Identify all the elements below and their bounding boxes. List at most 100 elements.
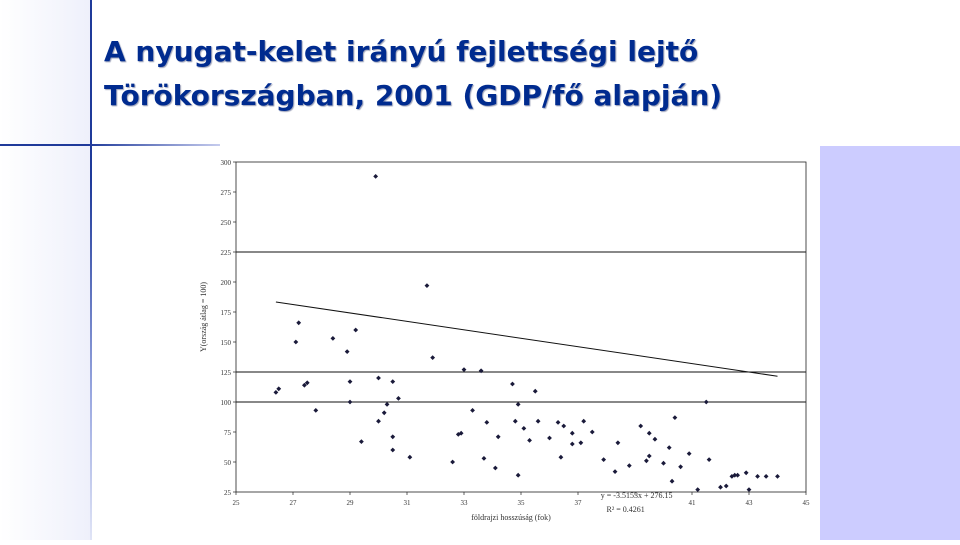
x-tick-label: 27 [290, 499, 298, 507]
data-point [703, 399, 709, 405]
data-point [481, 456, 487, 461]
data-point [293, 339, 299, 345]
data-point [601, 457, 607, 462]
data-point [347, 379, 353, 384]
plot-frame [235, 161, 807, 493]
data-point [732, 472, 738, 478]
data-point [344, 349, 350, 354]
data-point [390, 434, 396, 440]
x-tick-label: 35 [518, 499, 526, 507]
data-point [612, 469, 618, 474]
x-tick-label: 41 [689, 499, 697, 507]
data-point [644, 458, 649, 464]
data-point [373, 174, 379, 179]
data-point [273, 390, 279, 395]
y-tick-label: 75 [224, 429, 232, 437]
y-ticks: 25 50 75 100 125 150 175 200 225 250 275 300 [221, 159, 236, 497]
trendline [275, 301, 778, 377]
x-ticks: 25 27 29 31 33 35 37 41 43 45 [233, 492, 811, 507]
data-point [589, 429, 595, 435]
data-point [652, 436, 658, 442]
data-point [706, 457, 712, 462]
data-point [763, 474, 769, 479]
data-point [555, 420, 561, 425]
data-point [661, 460, 666, 466]
data-point [578, 440, 584, 446]
x-axis-label: földrajzi hosszúság (fok) [471, 513, 551, 522]
data-point [384, 402, 390, 407]
x-tick-label: 29 [347, 499, 355, 507]
data-point [302, 382, 307, 388]
data-point [424, 283, 430, 288]
y-tick-label: 150 [221, 339, 232, 347]
data-point [723, 483, 729, 489]
data-point [458, 430, 464, 436]
data-point [569, 430, 575, 436]
x-tick-label: 43 [746, 499, 754, 507]
data-point [669, 478, 675, 484]
x-tick-label: 37 [575, 499, 583, 507]
data-point [330, 336, 336, 341]
data-point [376, 418, 381, 424]
data-point [638, 423, 644, 429]
data-point [478, 368, 484, 374]
data-point [390, 379, 396, 384]
grid-lines [236, 251, 806, 403]
scatter-chart: 25 50 75 100 125 150 175 200 225 250 275 300 25 27 29… [199, 159, 811, 522]
data-point [746, 487, 752, 492]
data-point [561, 423, 567, 429]
data-point [775, 474, 780, 479]
y-tick-label: 275 [221, 189, 232, 197]
data-point [347, 399, 353, 405]
data-point [558, 454, 564, 460]
data-point [735, 472, 740, 478]
y-tick-label: 125 [221, 369, 232, 377]
data-point [296, 320, 302, 326]
data-point [686, 451, 692, 456]
data-point [461, 367, 467, 372]
y-axis-label: Y(ország átlag = 100) [199, 282, 208, 352]
right-decor-panel [820, 146, 960, 540]
y-tick-label: 300 [221, 159, 232, 167]
data-point [646, 453, 652, 459]
x-tick-label: 45 [803, 499, 811, 507]
data-point [470, 408, 475, 413]
data-point [515, 402, 521, 407]
y-tick-label: 50 [224, 459, 232, 467]
data-point [615, 440, 621, 446]
data-point [755, 474, 760, 479]
y-tick-label: 225 [221, 249, 232, 257]
data-point [512, 418, 518, 424]
chart-container: 25 50 75 100 125 150 175 200 225 250 275 300 25 27 29… [190, 146, 818, 540]
x-tick-label: 25 [233, 499, 241, 507]
data-point [407, 454, 413, 460]
x-tick-label: 31 [404, 499, 412, 507]
vertical-accent-fade [90, 180, 92, 540]
data-point [569, 441, 575, 447]
data-point [718, 484, 723, 490]
data-point [313, 408, 319, 413]
data-point [626, 463, 632, 468]
data-point [527, 438, 532, 443]
data-point [276, 386, 282, 392]
data-point [495, 434, 501, 440]
data-point [381, 410, 387, 416]
data-point [359, 439, 364, 444]
data-point [678, 464, 683, 470]
data-point [396, 396, 401, 401]
slide-title: A nyugat-kelet irányú fejlettségi lejtő … [104, 35, 723, 112]
data-point [743, 470, 749, 476]
data-point [430, 355, 436, 360]
data-point [353, 327, 359, 333]
data-point [510, 381, 515, 387]
data-point [646, 430, 652, 436]
data-point [450, 459, 455, 465]
r-squared-label: R² = 0.4261 [607, 505, 645, 514]
data-points [273, 174, 780, 492]
data-point [390, 447, 396, 453]
data-point [492, 465, 498, 471]
data-point [666, 445, 672, 450]
data-point [672, 415, 678, 420]
y-tick-label: 250 [221, 219, 232, 227]
y-tick-label: 200 [221, 279, 232, 287]
